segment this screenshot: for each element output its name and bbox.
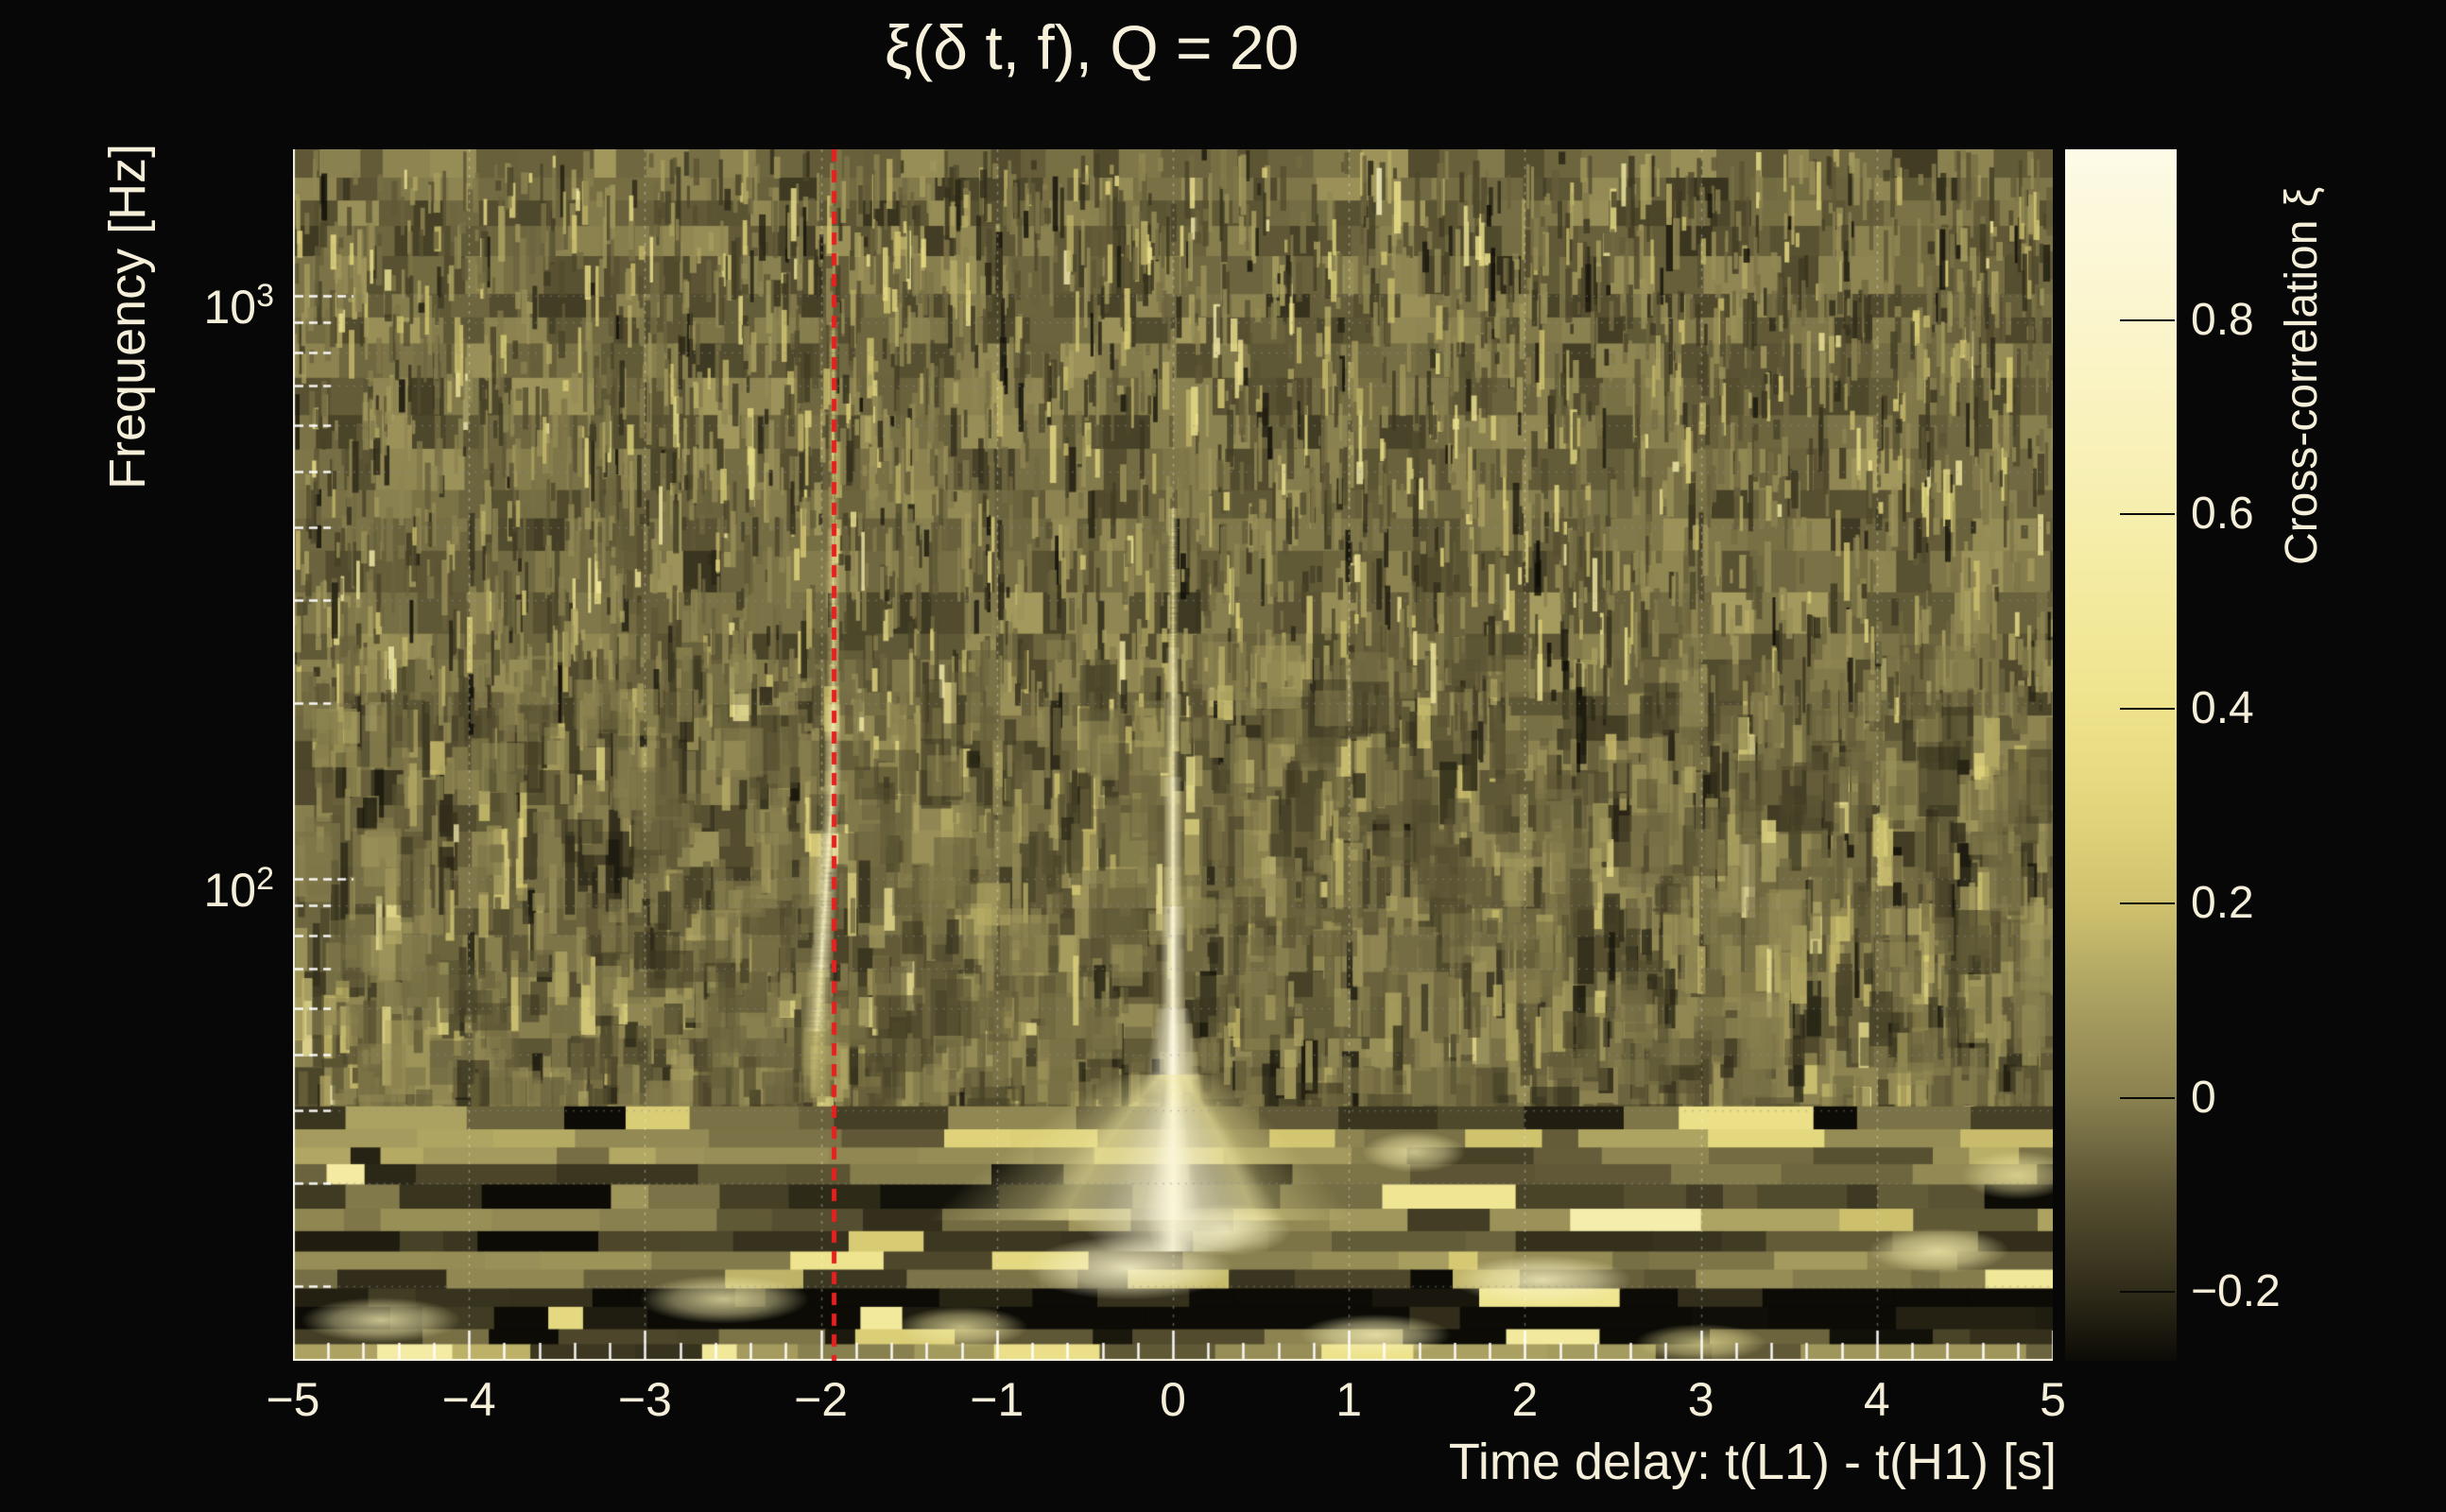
x-tick-label: −5 bbox=[266, 1373, 320, 1426]
colorbar bbox=[2065, 149, 2177, 1361]
x-tick-label: 3 bbox=[1687, 1373, 1714, 1426]
colorbar-tick-label: 0.2 bbox=[2191, 877, 2254, 928]
x-tick-label: −3 bbox=[617, 1373, 672, 1426]
colorbar-tick bbox=[2120, 1291, 2175, 1294]
y-tick-label-1e2: 102 bbox=[203, 861, 274, 917]
x-tick-label: −4 bbox=[441, 1373, 496, 1426]
colorbar-title: Cross-correlation ξ bbox=[2277, 186, 2327, 565]
plot-title: ξ(δ t, f), Q = 20 bbox=[884, 12, 1300, 82]
colorbar-tick-label: 0.4 bbox=[2191, 683, 2254, 734]
colorbar-tick-label: 0.6 bbox=[2191, 489, 2254, 540]
x-tick-label: −1 bbox=[970, 1373, 1025, 1426]
x-tick-label: −2 bbox=[794, 1373, 849, 1426]
y-tick-label-1e3: 103 bbox=[203, 278, 274, 334]
colorbar-tick bbox=[2120, 708, 2175, 711]
colorbar-tick-label: −0.2 bbox=[2191, 1266, 2281, 1317]
x-axis-title: Time delay: t(L1) - t(H1) [s] bbox=[1448, 1434, 2057, 1490]
colorbar-tick bbox=[2120, 318, 2175, 321]
colorbar-tick-label: 0 bbox=[2191, 1072, 2216, 1123]
x-tick-label: 0 bbox=[1160, 1373, 1186, 1426]
x-tick-label: 4 bbox=[1863, 1373, 1890, 1426]
x-tick-label: 5 bbox=[2040, 1373, 2066, 1426]
colorbar-tick bbox=[2120, 902, 2175, 904]
x-tick-label: 2 bbox=[1511, 1373, 1539, 1426]
x-tick-label: 1 bbox=[1335, 1373, 1363, 1426]
colorbar-tick bbox=[2120, 513, 2175, 516]
spectrogram-heatmap bbox=[293, 149, 2053, 1361]
colorbar-tick-label: 0.8 bbox=[2191, 294, 2254, 345]
y-axis-title: Frequency [Hz] bbox=[99, 143, 156, 490]
colorbar-tick bbox=[2120, 1096, 2175, 1099]
